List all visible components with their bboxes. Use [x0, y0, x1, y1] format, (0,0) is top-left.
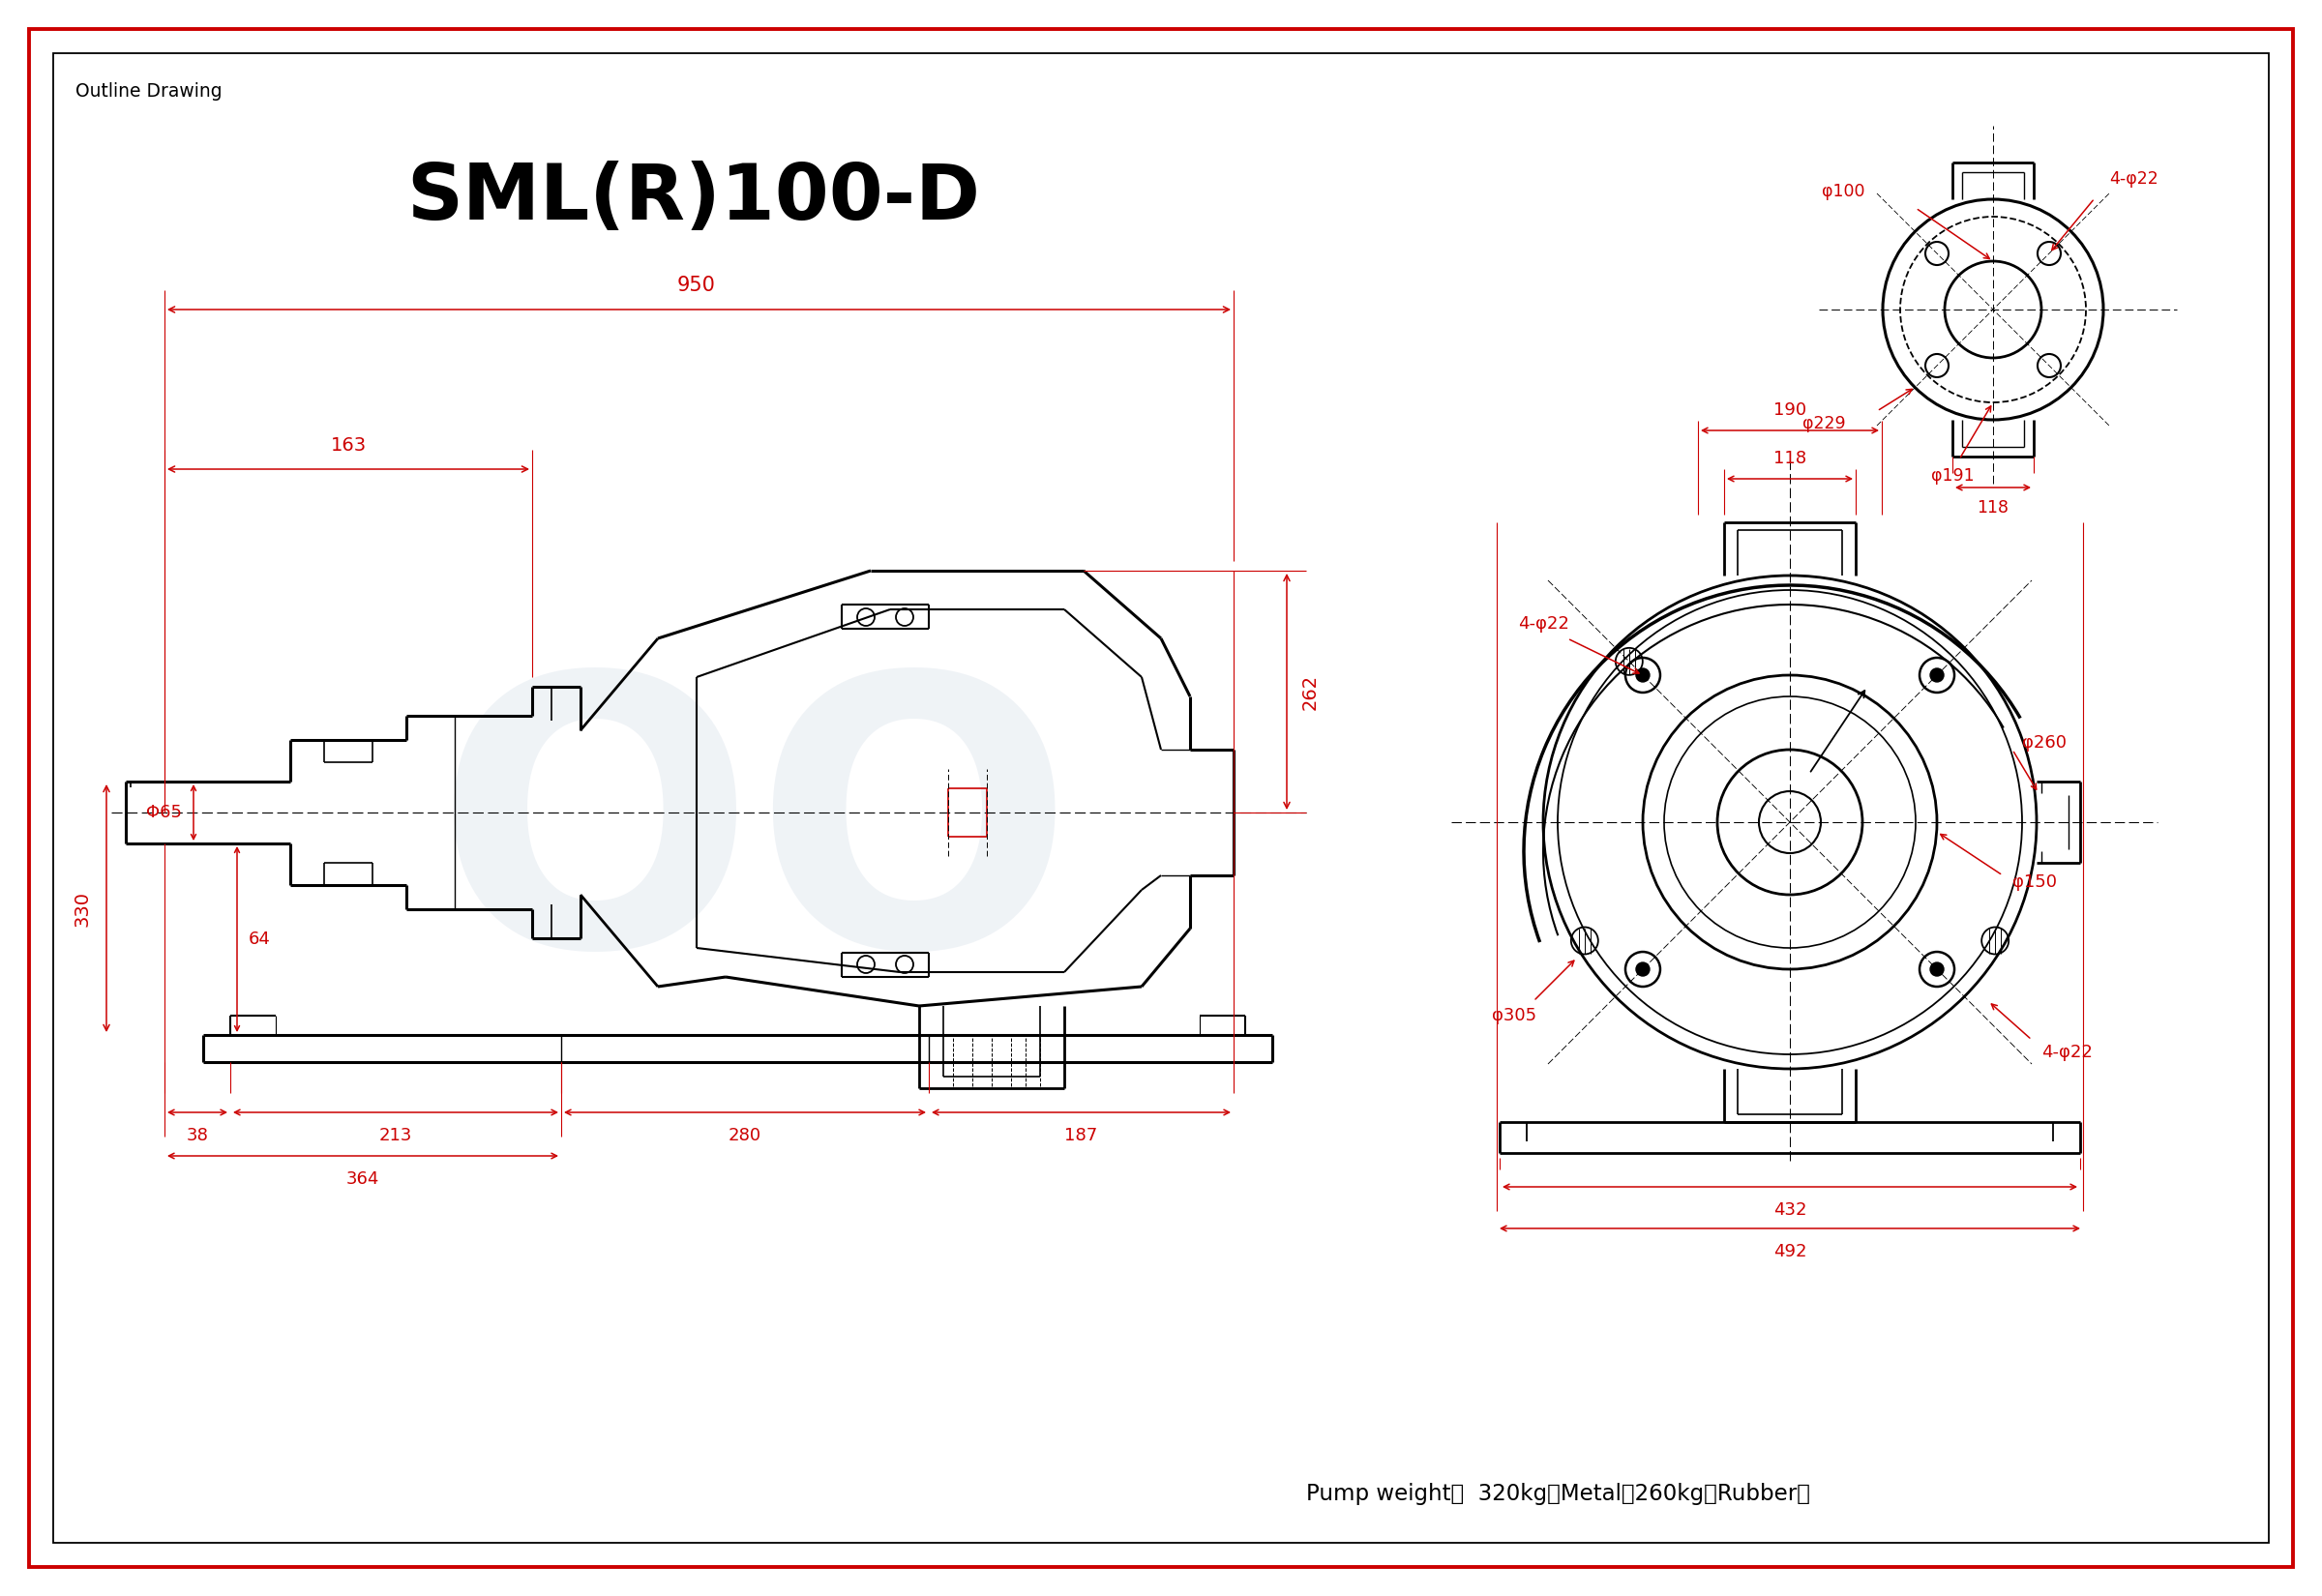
- Circle shape: [1930, 669, 1944, 681]
- Text: 38: 38: [186, 1127, 209, 1144]
- Text: SML(R)100-D: SML(R)100-D: [406, 161, 980, 236]
- Circle shape: [1930, 962, 1944, 977]
- Text: 64: 64: [248, 930, 272, 948]
- Text: 118: 118: [1774, 450, 1807, 468]
- Text: OO: OO: [434, 659, 1075, 1025]
- Text: φ150: φ150: [2013, 873, 2057, 891]
- Text: 432: 432: [1774, 1202, 1807, 1219]
- Text: Φ65: Φ65: [146, 804, 181, 822]
- Text: 187: 187: [1063, 1127, 1098, 1144]
- Text: φ260: φ260: [2022, 734, 2067, 752]
- Text: 492: 492: [1774, 1243, 1807, 1261]
- Text: 364: 364: [346, 1170, 378, 1187]
- Text: 330: 330: [74, 891, 93, 926]
- Text: 4-φ22: 4-φ22: [2108, 171, 2157, 188]
- Text: 4-φ22: 4-φ22: [2041, 1044, 2092, 1061]
- Text: 118: 118: [1976, 500, 2009, 517]
- Text: Outline Drawing: Outline Drawing: [74, 83, 223, 101]
- Text: 163: 163: [330, 436, 367, 455]
- Text: 950: 950: [678, 276, 715, 295]
- Text: φ191: φ191: [1932, 468, 1974, 485]
- Text: φ305: φ305: [1491, 1007, 1537, 1025]
- Text: Pump weight：  320kg（Metal）260kg（Rubber）: Pump weight： 320kg（Metal）260kg（Rubber）: [1305, 1483, 1811, 1505]
- Text: 262: 262: [1300, 674, 1319, 710]
- Text: φ229: φ229: [1802, 415, 1846, 433]
- Text: 213: 213: [378, 1127, 413, 1144]
- Circle shape: [1637, 669, 1649, 681]
- Text: φ100: φ100: [1820, 184, 1865, 200]
- Circle shape: [1637, 962, 1649, 977]
- Text: 280: 280: [729, 1127, 762, 1144]
- Text: 4-φ22: 4-φ22: [1519, 614, 1570, 632]
- Text: 190: 190: [1774, 402, 1807, 418]
